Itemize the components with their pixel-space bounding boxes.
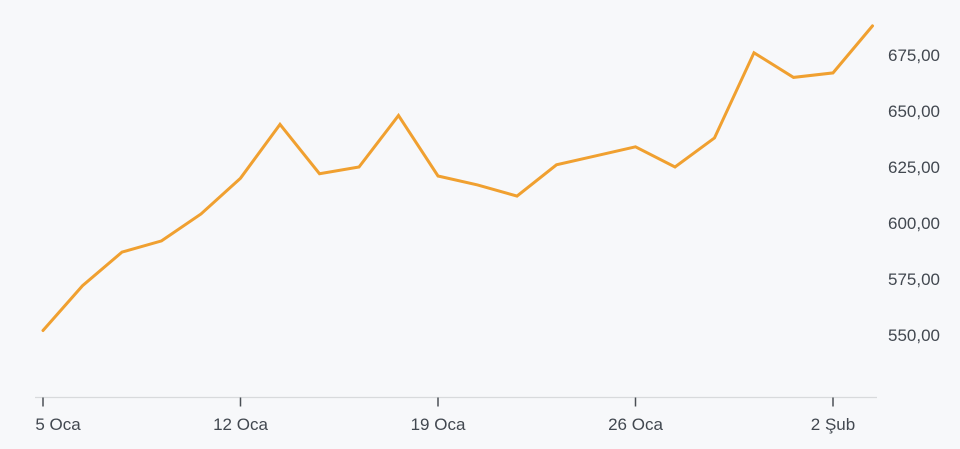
y-axis-labels: 675,00 650,00 625,00 600,00 575,00 550,00 [888,46,940,345]
x-axis: 5 Oca 12 Oca 19 Oca 26 Oca 2 Şub [35,396,877,434]
y-axis-label: 575,00 [888,270,940,289]
y-axis-label: 550,00 [888,326,940,345]
x-tick-label: 2 Şub [811,415,855,434]
x-tick-label: 12 Oca [213,415,268,434]
x-tick-label: 5 Oca [35,415,81,434]
price-line [41,24,874,332]
y-axis-label: 650,00 [888,102,940,121]
y-axis-label: 675,00 [888,46,940,65]
x-tick-label: 26 Oca [608,415,663,434]
y-axis-label: 625,00 [888,158,940,177]
y-axis-label: 600,00 [888,214,940,233]
x-tick-label: 19 Oca [411,415,466,434]
